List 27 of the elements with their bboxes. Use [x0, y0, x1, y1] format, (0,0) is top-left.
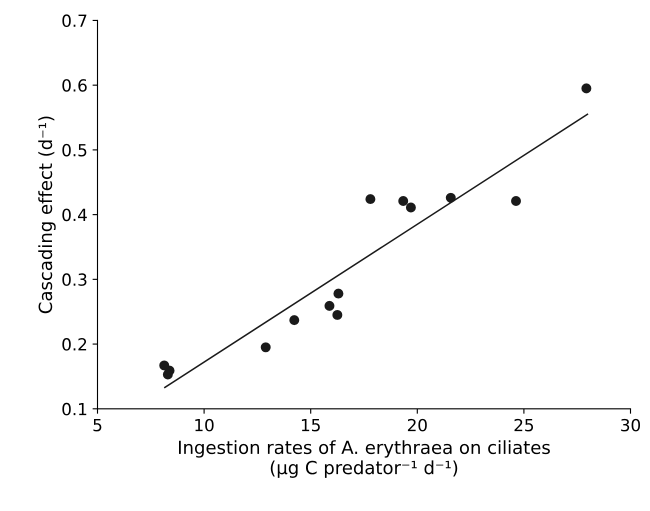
point: [398, 196, 408, 206]
point: [581, 83, 592, 94]
y-tick-label: 0.4: [62, 208, 87, 222]
y-tick-label: 0.3: [62, 273, 86, 286]
point: [332, 310, 342, 320]
x-tick-label: 15: [302, 419, 320, 432]
point: [333, 288, 344, 299]
x-tick-label: 10: [195, 418, 214, 432]
x-tick-label: 20: [408, 418, 427, 432]
x-tick-label: 25: [514, 418, 534, 432]
point: [324, 300, 334, 311]
y-tick-label: 0.2: [62, 338, 86, 351]
point: [406, 202, 416, 212]
y-tick-label: 0.7: [62, 14, 86, 28]
x-tick-label: 30: [621, 418, 640, 432]
point: [162, 370, 173, 380]
point: [511, 196, 521, 206]
x-tick-label: 5: [93, 419, 102, 432]
x-axis-title: Ingestion rates of A. erythraea on ciliates (µg C predator⁻¹ d⁻¹): [179, 440, 550, 478]
point: [446, 192, 456, 203]
y-tick-label: 0.6: [62, 79, 87, 92]
point: [289, 315, 300, 326]
y-tick-label: 0.5: [62, 144, 86, 156]
y-tick-label: 0.1: [62, 402, 86, 416]
point: [365, 194, 376, 204]
point: [260, 342, 271, 352]
y-axis-title: Cascading effect (d⁻¹): [38, 116, 56, 314]
